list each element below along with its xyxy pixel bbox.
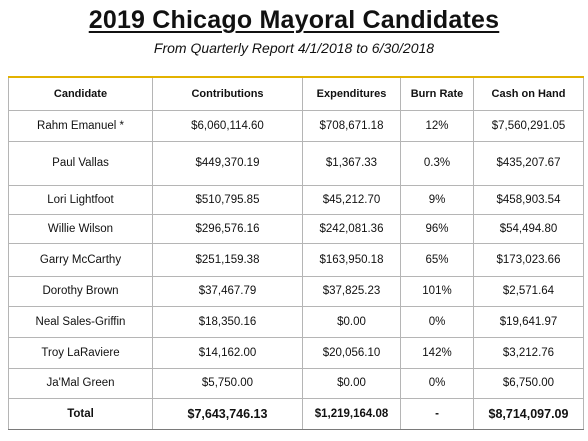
cell-cash-on-hand: $3,212.76 — [473, 336, 584, 369]
cell-contributions: $449,370.19 — [152, 140, 303, 186]
cell-contributions: $14,162.00 — [152, 336, 303, 369]
total-expenditures: $1,219,164.08 — [302, 397, 401, 430]
cell-contributions: $5,750.00 — [152, 367, 303, 399]
cell-candidate: Lori Lightfoot — [8, 184, 153, 215]
header-expenditures: Expenditures — [302, 76, 401, 111]
cell-burn-rate: 65% — [400, 242, 474, 277]
candidates-table: Candidate Contributions Expenditures Bur… — [8, 76, 584, 430]
cell-cash-on-hand: $458,903.54 — [473, 184, 584, 215]
cell-cash-on-hand: $7,560,291.05 — [473, 109, 584, 142]
cell-burn-rate: 0% — [400, 305, 474, 338]
total-label: Total — [8, 397, 153, 430]
cell-candidate: Ja'Mal Green — [8, 367, 153, 399]
table-row: Willie Wilson $296,576.16 $242,081.36 96… — [8, 213, 584, 244]
cell-expenditures: $37,825.23 — [302, 275, 401, 307]
table-header-row: Candidate Contributions Expenditures Bur… — [8, 76, 584, 111]
cell-expenditures: $1,367.33 — [302, 140, 401, 186]
cell-contributions: $251,159.38 — [152, 242, 303, 277]
cell-candidate: Troy LaRaviere — [8, 336, 153, 369]
cell-expenditures: $45,212.70 — [302, 184, 401, 215]
cell-burn-rate: 0% — [400, 367, 474, 399]
table-row: Lori Lightfoot $510,795.85 $45,212.70 9%… — [8, 184, 584, 215]
table-row: Dorothy Brown $37,467.79 $37,825.23 101%… — [8, 275, 584, 307]
cell-cash-on-hand: $173,023.66 — [473, 242, 584, 277]
table-row: Troy LaRaviere $14,162.00 $20,056.10 142… — [8, 336, 584, 369]
total-row: Total $7,643,746.13 $1,219,164.08 - $8,7… — [8, 397, 584, 430]
cell-cash-on-hand: $19,641.97 — [473, 305, 584, 338]
cell-expenditures: $20,056.10 — [302, 336, 401, 369]
table-row: Ja'Mal Green $5,750.00 $0.00 0% $6,750.0… — [8, 367, 584, 399]
total-cash-on-hand: $8,714,097.09 — [473, 397, 584, 430]
cell-expenditures: $0.00 — [302, 305, 401, 338]
page-subtitle: From Quarterly Report 4/1/2018 to 6/30/2… — [153, 40, 435, 56]
cell-burn-rate: 142% — [400, 336, 474, 369]
cell-candidate: Willie Wilson — [8, 213, 153, 244]
cell-candidate: Dorothy Brown — [8, 275, 153, 307]
total-burn-rate: - — [400, 397, 474, 430]
cell-expenditures: $708,671.18 — [302, 109, 401, 142]
cell-expenditures: $0.00 — [302, 367, 401, 399]
cell-contributions: $18,350.16 — [152, 305, 303, 338]
header-cash-on-hand: Cash on Hand — [473, 76, 584, 111]
table-row: Garry McCarthy $251,159.38 $163,950.18 6… — [8, 242, 584, 277]
cell-cash-on-hand: $435,207.67 — [473, 140, 584, 186]
header-candidate: Candidate — [8, 76, 153, 111]
table-row: Rahm Emanuel * $6,060,114.60 $708,671.18… — [8, 109, 584, 142]
cell-candidate: Paul Vallas — [8, 140, 153, 186]
cell-contributions: $37,467.79 — [152, 275, 303, 307]
total-contributions: $7,643,746.13 — [152, 397, 303, 430]
header-contributions: Contributions — [152, 76, 303, 111]
cell-burn-rate: 96% — [400, 213, 474, 244]
cell-candidate: Rahm Emanuel * — [8, 109, 153, 142]
cell-burn-rate: 12% — [400, 109, 474, 142]
cell-cash-on-hand: $2,571.64 — [473, 275, 584, 307]
cell-candidate: Neal Sales-Griffin — [8, 305, 153, 338]
cell-contributions: $510,795.85 — [152, 184, 303, 215]
cell-expenditures: $242,081.36 — [302, 213, 401, 244]
cell-contributions: $296,576.16 — [152, 213, 303, 244]
cell-burn-rate: 9% — [400, 184, 474, 215]
cell-burn-rate: 0.3% — [400, 140, 474, 186]
cell-contributions: $6,060,114.60 — [152, 109, 303, 142]
table-row: Neal Sales-Griffin $18,350.16 $0.00 0% $… — [8, 305, 584, 338]
cell-candidate: Garry McCarthy — [8, 242, 153, 277]
header-burn-rate: Burn Rate — [400, 76, 474, 111]
cell-burn-rate: 101% — [400, 275, 474, 307]
cell-expenditures: $163,950.18 — [302, 242, 401, 277]
table-row: Paul Vallas $449,370.19 $1,367.33 0.3% $… — [8, 140, 584, 186]
cell-cash-on-hand: $54,494.80 — [473, 213, 584, 244]
cell-cash-on-hand: $6,750.00 — [473, 367, 584, 399]
page-title: 2019 Chicago Mayoral Candidates — [88, 6, 500, 34]
